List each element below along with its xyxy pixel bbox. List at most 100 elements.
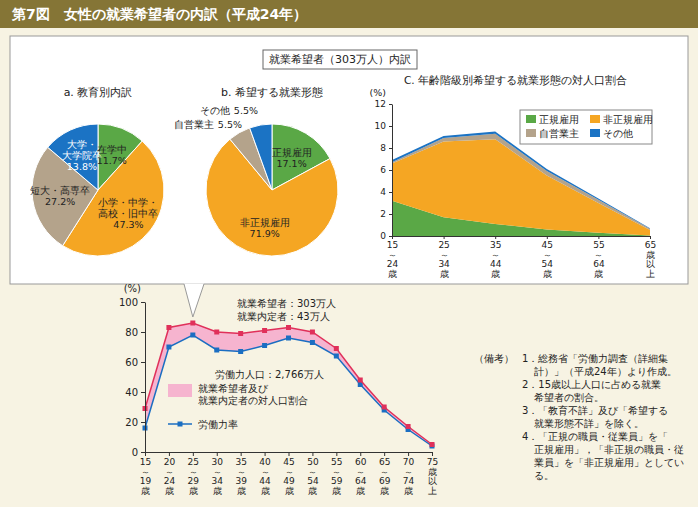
background <box>0 0 698 507</box>
x-tick-mark <box>495 236 496 239</box>
x-tick-label-line: 以 <box>646 259 655 269</box>
figure-title: 第7図 女性の就業希望者の内訳（平成24年） <box>11 6 307 22</box>
y-tick-mark <box>389 192 392 193</box>
x-tick-label: 55～59歳 <box>331 457 343 496</box>
x-tick-label-line: 20 <box>164 457 176 467</box>
marker <box>238 349 243 354</box>
x-tick-mark <box>241 452 242 456</box>
x-tick-label-line: 25 <box>188 457 199 467</box>
x-tick-mark <box>650 236 651 239</box>
legend-marker <box>178 422 183 427</box>
x-tick-label: 35～39歳 <box>235 457 247 496</box>
y-tick-label: 20 <box>125 417 138 428</box>
slice-value: 13.8% <box>67 161 97 172</box>
legend: 就業希望者及び就業内定者の対人口割合労働力率 <box>168 383 308 430</box>
slice-label: 自営業主 <box>174 119 214 130</box>
x-tick-label-line: 歳 <box>491 269 500 279</box>
marker <box>286 336 291 341</box>
x-tick-label-line: 35 <box>235 457 246 467</box>
y-tick-mark <box>389 170 392 171</box>
legend-swatch <box>526 115 536 123</box>
pie-chart: b. 希望する就業形態正規雇用17.1%非正規雇用71.9%その他5.5%自営業… <box>174 86 338 256</box>
x-tick-label-line: 15 <box>140 457 151 467</box>
note-line: 業員」を「非正規雇用」としてい <box>534 457 684 468</box>
callout-fill <box>184 284 204 318</box>
x-tick: 55～64歳 <box>593 236 605 279</box>
note: 3．「教育不詳」及び「希望する就業形態不詳」を除く。 <box>522 405 668 429</box>
x-tick-mark <box>444 236 445 239</box>
y-tick-mark <box>141 362 145 363</box>
x-tick: 35～44歳 <box>490 236 502 279</box>
x-tick-label-line: 歳 <box>380 486 389 496</box>
x-tick-label-line: 歳 <box>261 486 270 496</box>
figure: 第7図 女性の就業希望者の内訳（平成24年）就業希望者（303万人）内訳a. 教… <box>0 0 698 507</box>
y-tick-label: 10 <box>375 121 387 131</box>
x-tick-label-line: 69 <box>379 476 391 486</box>
note-line: 希望者の割合。 <box>534 392 604 403</box>
x-tick-label-line: 歳 <box>165 486 174 496</box>
x-tick-mark <box>360 452 361 456</box>
legend-label: 自営業主 <box>539 128 579 139</box>
x-tick-label-line: 39 <box>235 476 247 486</box>
legend-label: 正規雇用 <box>539 114 579 125</box>
x-tick-label-line: 65 <box>645 240 656 250</box>
marker <box>214 348 219 353</box>
marker <box>430 442 435 447</box>
y-tick-mark <box>389 126 392 127</box>
y-axis-title: (%) <box>370 87 386 98</box>
y-tick-mark <box>389 148 392 149</box>
slice-value: 5.5% <box>218 119 242 130</box>
axis-line <box>392 105 393 237</box>
x-tick-label-line: 70 <box>403 457 415 467</box>
title-bar <box>0 0 698 28</box>
y-tick-label: 0 <box>380 231 386 241</box>
marker <box>406 424 411 429</box>
x-tick-label-line: ～ <box>237 467 246 477</box>
x-tick: 70～74歳 <box>403 452 415 496</box>
legend-label: 非正規雇用 <box>603 114 653 125</box>
x-tick-label: 25～29歳 <box>188 457 200 496</box>
x-tick-label-line: 34 <box>438 259 450 269</box>
plot-area <box>392 132 650 237</box>
slice-value: 27.2% <box>45 196 75 207</box>
x-tick-label: 70～74歳 <box>403 457 415 496</box>
x-tick: 25～34歳 <box>438 236 450 279</box>
x-tick-mark <box>547 236 548 239</box>
x-tick-mark <box>384 452 385 456</box>
x-tick-label-line: 45 <box>283 457 294 467</box>
x-tick-label-line: 24 <box>387 259 399 269</box>
marker <box>310 340 315 345</box>
legend-label-line: 就業希望者及び <box>198 383 269 394</box>
slice-label: その他 <box>200 105 230 116</box>
x-tick-label: 15～19歳 <box>140 457 152 496</box>
y-tick-label: 60 <box>125 357 138 368</box>
legend-label-line: 就業内定者の対人口割合 <box>198 395 308 406</box>
x-tick: 65歳以上 <box>645 236 656 279</box>
x-tick-label-line: ～ <box>388 250 397 260</box>
axis-line <box>145 303 146 453</box>
x-tick-label: 15～24歳 <box>387 240 399 279</box>
chart-root: 第7図 女性の就業希望者の内訳（平成24年）就業希望者（303万人）内訳a. 教… <box>0 0 698 507</box>
x-tick-mark <box>217 452 218 456</box>
x-tick-label-line: 歳 <box>308 486 317 496</box>
y-tick-label: 40 <box>125 387 138 398</box>
x-axis: 15～24歳25～34歳35～44歳45～54歳55～64歳65歳以上 <box>387 236 656 279</box>
x-tick-label-line: 29 <box>188 476 200 486</box>
x-tick-label-line: 歳 <box>388 269 397 279</box>
x-tick-label-line: 歳 <box>356 486 365 496</box>
y-tick: 20 <box>125 417 145 428</box>
panel-title-box <box>263 50 417 69</box>
x-tick-label-line: 34 <box>212 476 224 486</box>
x-tick-mark <box>145 452 146 456</box>
notes: （備考）1．総務省「労働力調査（詳細集計）」（平成24年）より作成。2．15歳以… <box>474 353 684 481</box>
y-tick-label: 6 <box>380 165 386 175</box>
slice-value: 47.3% <box>113 219 143 230</box>
y-axis: 020406080100 <box>119 297 146 458</box>
y-tick: 10 <box>375 121 392 131</box>
x-tick-label-line: 以 <box>428 476 437 486</box>
x-tick-label-line: ～ <box>308 467 317 477</box>
x-tick-label-line: 35 <box>490 240 501 250</box>
note-line: 1．総務省「労働力調査（詳細集 <box>522 353 668 364</box>
x-tick-label-line: ～ <box>404 467 413 477</box>
y-tick-label: 12 <box>375 99 386 109</box>
